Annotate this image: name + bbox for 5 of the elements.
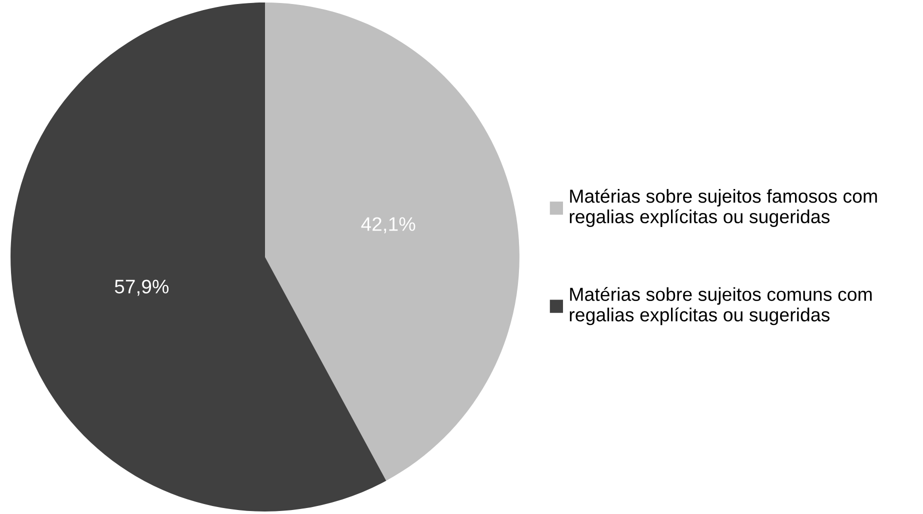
pie-slice bbox=[265, 2, 520, 481]
legend-label: Matérias sobre sujeitos famosos com regalias explícitas ou sugeridas bbox=[570, 188, 877, 227]
legend-label: Matérias sobre sujeitos comuns com regalias explícitas ou sugeridas bbox=[570, 287, 872, 326]
data-label: 42,1% bbox=[361, 217, 416, 234]
data-label: 57,9% bbox=[114, 280, 169, 296]
